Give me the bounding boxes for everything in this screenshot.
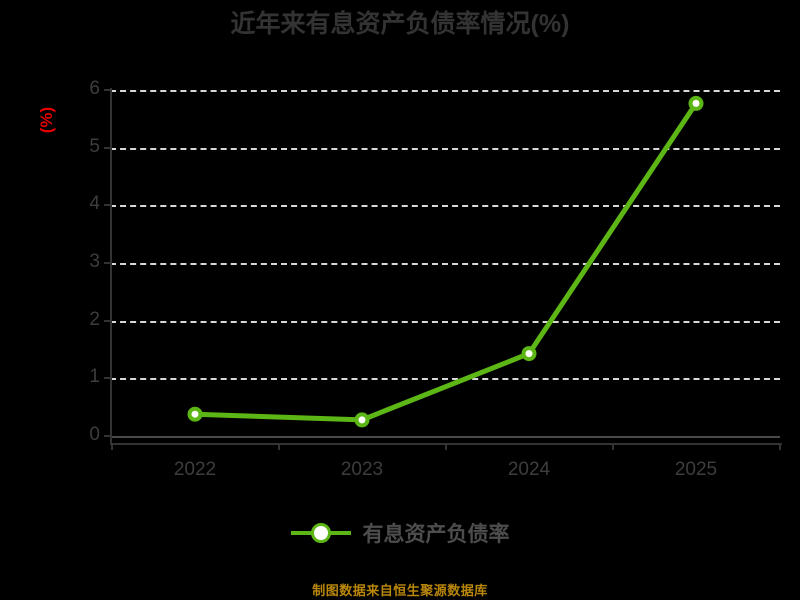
gridline-3 bbox=[110, 263, 780, 265]
gridline-4 bbox=[110, 205, 780, 208]
y-tick-mark-3 bbox=[104, 262, 111, 264]
chart-title: 近年来有息资产负债率情况(%) bbox=[230, 10, 570, 38]
x-tick-label-2023: 2023 bbox=[340, 459, 384, 480]
x-tick-label-2025: 2025 bbox=[674, 459, 718, 480]
legend: 有息资产负债率 bbox=[0, 518, 800, 548]
legend-item-youxi-zichan-fuzhailv[interactable]: 有息资产负债率 bbox=[290, 518, 510, 548]
gridline-2 bbox=[110, 320, 780, 323]
y-tick-mark-6 bbox=[104, 89, 111, 91]
footer-source-note: 制图数据来自恒生聚源数据库 bbox=[312, 583, 488, 598]
gridline-1 bbox=[110, 378, 780, 381]
y-tick-label-1: 1 bbox=[89, 366, 100, 387]
x-tick-mark-end bbox=[779, 443, 781, 450]
y-tick-label-4: 4 bbox=[89, 193, 100, 214]
y-tick-label-0: 0 bbox=[89, 424, 100, 445]
x-tick-mark-2022-2023 bbox=[278, 443, 280, 450]
gridline-6 bbox=[110, 90, 780, 92]
x-tick-mark-start bbox=[111, 443, 113, 450]
y-axis-tick-labels: 6 5 4 3 2 1 0 bbox=[52, 0, 100, 600]
y-tick-label-2: 2 bbox=[89, 309, 100, 330]
y-axis-line bbox=[110, 88, 112, 445]
y-tick-mark-2 bbox=[104, 320, 111, 322]
x-tick-mark-2024-2025 bbox=[612, 443, 614, 450]
y-tick-mark-4 bbox=[104, 204, 111, 206]
x-tick-mark-2023-2024 bbox=[445, 443, 447, 450]
y-tick-label-6: 6 bbox=[89, 78, 100, 99]
x-tick-label-2022: 2022 bbox=[173, 459, 217, 480]
y-tick-mark-5 bbox=[104, 147, 111, 149]
y-tick-label-3: 3 bbox=[89, 251, 100, 272]
legend-line-marker-icon bbox=[290, 520, 351, 546]
gridline-5 bbox=[110, 147, 780, 150]
y-tick-mark-1 bbox=[104, 377, 111, 379]
plot-area bbox=[110, 90, 780, 443]
y-tick-mark-0 bbox=[104, 435, 111, 437]
y-tick-label-5: 5 bbox=[89, 136, 100, 157]
gridline-0 bbox=[110, 436, 780, 438]
x-tick-label-2024: 2024 bbox=[507, 459, 551, 480]
legend-item-label: 有息资产负债率 bbox=[362, 523, 510, 546]
